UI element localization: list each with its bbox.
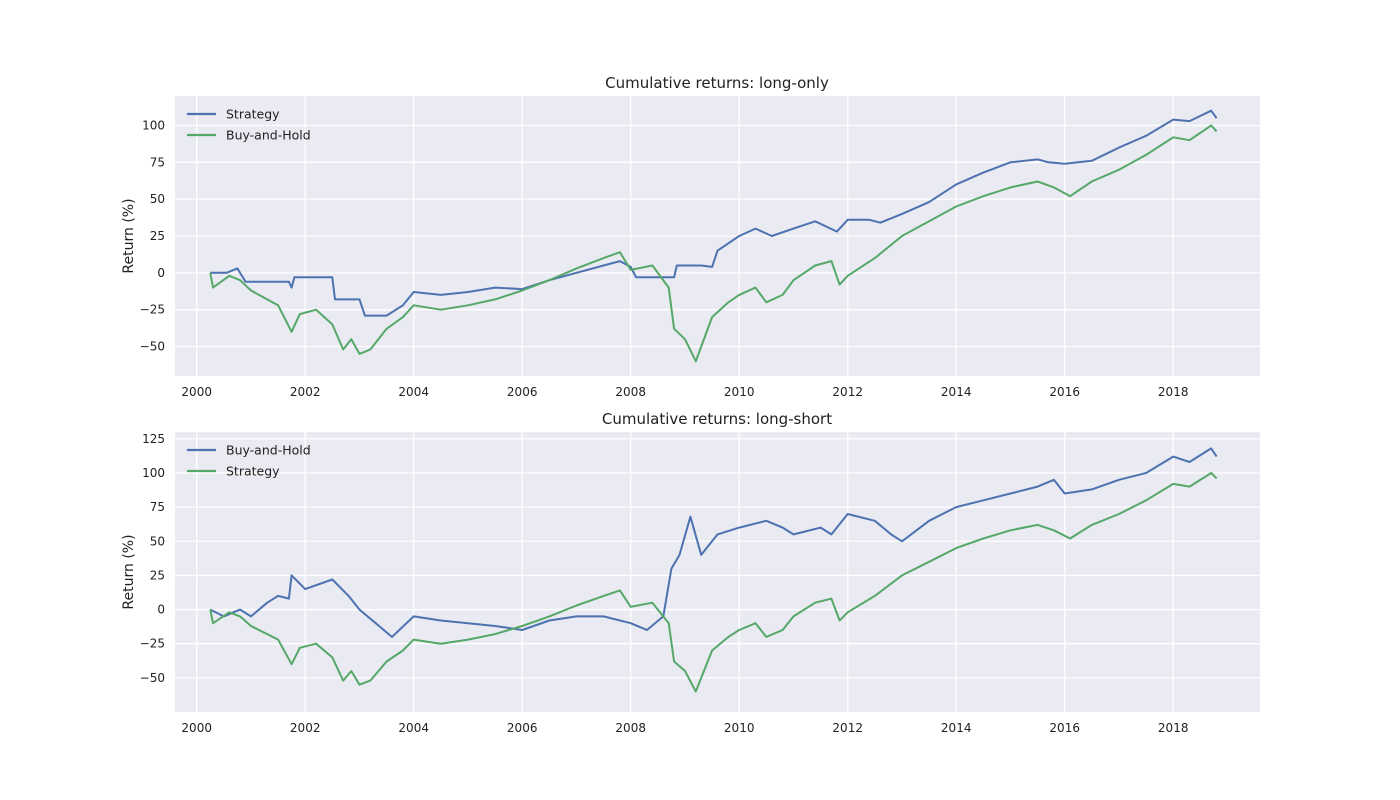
x-tick-label: 2002 [290, 385, 321, 399]
x-tick-label: 2000 [181, 385, 212, 399]
y-axis-label: Return (%) [121, 198, 137, 273]
x-tick-label: 2014 [941, 721, 972, 735]
y-tick-label: 25 [150, 229, 165, 243]
y-tick-label: 100 [142, 118, 165, 132]
y-tick-label: 50 [150, 534, 165, 548]
y-axis-ticks: −50 −25 0 25 50 75 100 [140, 118, 165, 353]
y-tick-label: 75 [150, 500, 165, 514]
chart-title: Cumulative returns: long-short [602, 410, 832, 428]
y-tick-label: −50 [140, 671, 165, 685]
chart-title: Cumulative returns: long-only [605, 74, 829, 92]
y-tick-label: 0 [157, 603, 165, 617]
x-tick-label: 2016 [1049, 385, 1080, 399]
legend-label-series-1: Buy-and-Hold [226, 443, 311, 458]
y-axis-label: Return (%) [121, 534, 137, 609]
x-tick-label: 2006 [507, 721, 538, 735]
legend-label-series-1: Strategy [226, 107, 280, 122]
x-tick-label: 2002 [290, 721, 321, 735]
x-tick-label: 2000 [181, 721, 212, 735]
x-tick-label: 2006 [507, 385, 538, 399]
x-axis-ticks: 2000 2002 2004 2006 2008 2010 2012 2014 2016 2018 [181, 385, 1188, 399]
series-lines [209, 109, 1218, 363]
x-tick-label: 2004 [398, 385, 429, 399]
x-tick-label: 2016 [1049, 721, 1080, 735]
series-line-strategy [210, 109, 1218, 317]
x-tick-label: 2010 [724, 721, 755, 735]
x-tick-label: 2018 [1158, 385, 1189, 399]
x-tick-label: 2004 [398, 721, 429, 735]
x-tick-label: 2018 [1158, 721, 1189, 735]
y-tick-label: 0 [157, 266, 165, 280]
y-tick-label: 100 [142, 466, 165, 480]
legend-label-series-2: Strategy [226, 464, 280, 479]
legend-label-series-2: Buy-and-Hold [226, 128, 311, 143]
y-axis-ticks: −50 −25 0 25 50 75 100 125 [140, 432, 165, 685]
x-tick-label: 2008 [615, 385, 646, 399]
series-lines [209, 447, 1218, 693]
y-tick-label: −25 [140, 303, 165, 317]
legend: Strategy Buy-and-Hold [187, 107, 311, 143]
x-tick-label: 2012 [832, 385, 863, 399]
y-tick-label: 25 [150, 568, 165, 582]
chart-long-only: Cumulative returns: long-only 2000 2002 20… [121, 74, 1260, 399]
legend: Buy-and-Hold Strategy [187, 443, 311, 479]
series-line-buy-and-hold [209, 447, 1218, 638]
series-line-strategy [209, 472, 1218, 693]
y-tick-label: 75 [150, 155, 165, 169]
y-tick-label: 125 [142, 432, 165, 446]
x-tick-label: 2008 [615, 721, 646, 735]
x-axis-ticks: 2000 2002 2004 2006 2008 2010 2012 2014 2016 2018 [181, 721, 1188, 735]
grid-lines [175, 432, 1260, 712]
series-line-buy-and-hold [209, 124, 1218, 363]
x-tick-label: 2010 [724, 385, 755, 399]
x-tick-label: 2012 [832, 721, 863, 735]
y-tick-label: −25 [140, 637, 165, 651]
plot-area [175, 432, 1260, 712]
chart-long-short: Cumulative returns: long-short 2000 2002 2… [121, 410, 1260, 735]
y-tick-label: 50 [150, 192, 165, 206]
x-tick-label: 2014 [941, 385, 972, 399]
y-tick-label: −50 [140, 340, 165, 354]
